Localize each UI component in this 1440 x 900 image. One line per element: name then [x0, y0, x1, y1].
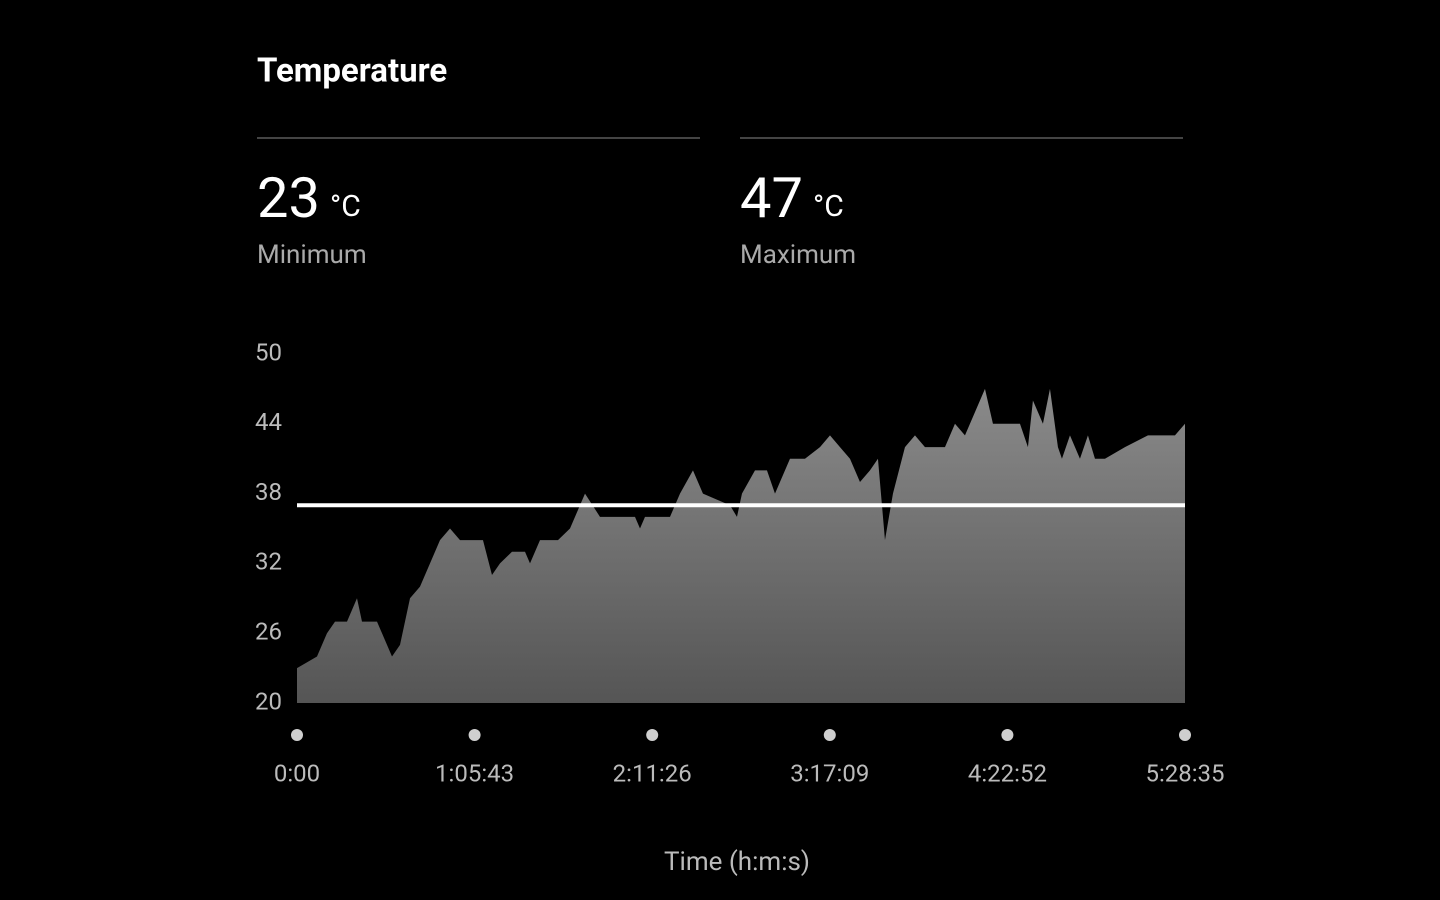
y-tick-label: 20	[255, 687, 282, 715]
x-tick-dot	[1179, 729, 1191, 741]
y-tick-label: 32	[255, 548, 282, 576]
x-tick-dot	[646, 729, 659, 741]
stat-value: 47	[740, 165, 803, 231]
x-tick-label: 4:22:52	[968, 759, 1047, 787]
card-title: Temperature	[257, 52, 447, 91]
y-tick-label: 26	[255, 618, 282, 646]
x-axis-title: Time (h:m:s)	[664, 847, 810, 877]
x-tick-label: 3:17:09	[790, 759, 869, 787]
x-tick-label: 0:00	[274, 759, 320, 787]
stat-value: 23	[257, 165, 320, 231]
x-tick-dot	[468, 729, 481, 741]
temperature-area	[297, 388, 1185, 703]
x-tick-dot	[1001, 729, 1014, 741]
stat-label: Minimum	[257, 240, 367, 270]
x-tick-label: 5:28:35	[1145, 759, 1224, 787]
stat-label: Maximum	[740, 240, 856, 270]
stat-unit: °C	[813, 189, 844, 224]
x-tick-label: 2:11:26	[613, 759, 692, 787]
y-tick-label: 38	[255, 478, 282, 506]
stat-unit: °C	[330, 189, 361, 224]
x-tick-dot	[291, 729, 303, 741]
y-tick-label: 50	[255, 338, 282, 366]
y-tick-label: 44	[255, 408, 282, 436]
x-tick-label: 1:05:43	[435, 759, 514, 787]
x-tick-dot	[823, 729, 836, 741]
